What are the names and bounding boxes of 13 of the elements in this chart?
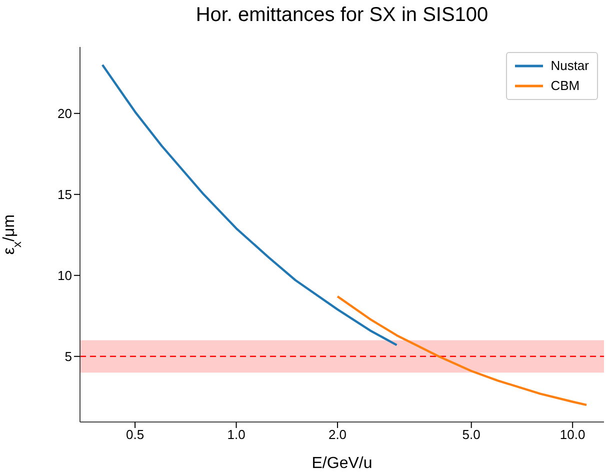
y-tick-label: 5 [64, 349, 72, 364]
x-tick-label: 5.0 [462, 427, 480, 442]
x-tick-label: 1.0 [227, 427, 246, 442]
legend-label: CBM [550, 77, 580, 95]
legend-label: Nustar [550, 57, 589, 75]
y-tick-label: 20 [58, 106, 72, 122]
chart-title: Hor. emittances for SX in SIS100 [194, 4, 490, 27]
x-axis-title: E/GeV/u [312, 455, 372, 472]
x-tick-label: 2.0 [328, 427, 347, 442]
x-tick-label: 0.5 [126, 427, 144, 442]
y-tick-label: 15 [58, 187, 72, 202]
y-tick-label: 10 [58, 268, 72, 284]
x-tick-label: 10.0 [560, 427, 586, 442]
